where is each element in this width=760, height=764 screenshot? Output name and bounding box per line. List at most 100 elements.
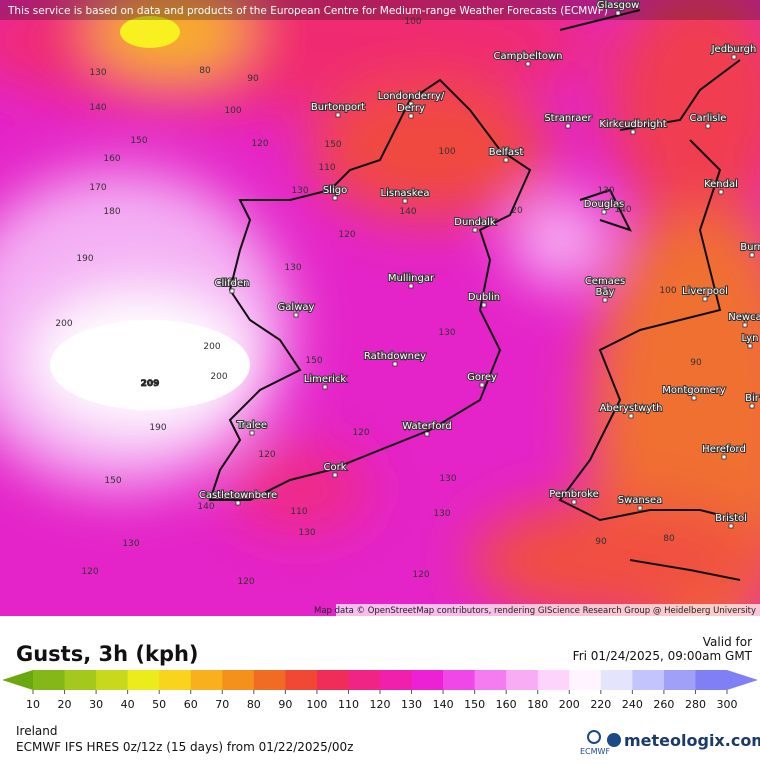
contour-label: 170 — [89, 183, 106, 193]
contour-label: 120 — [81, 567, 98, 577]
valid-label: Valid for — [703, 635, 752, 649]
colorbar-segment — [632, 670, 665, 690]
contour-label: 130 — [284, 263, 301, 273]
place-dot — [481, 302, 487, 308]
contour-label: 160 — [103, 154, 120, 164]
place-dot — [408, 113, 414, 119]
colorbar-label: 180 — [527, 698, 548, 711]
place-label: Cemaes — [585, 276, 625, 287]
place-dot — [749, 403, 755, 409]
colorbar-label: 200 — [559, 698, 580, 711]
colorbar-label: 60 — [184, 698, 198, 711]
place-dot — [615, 10, 621, 16]
place-label: Pembroke — [549, 489, 599, 500]
place-label: Montgomery — [662, 385, 725, 396]
place-label: Tralee — [236, 420, 267, 431]
place-dot — [602, 286, 608, 292]
contour-label: 120 — [258, 450, 275, 460]
colorbar-label: 10 — [26, 698, 40, 711]
brand-icon — [607, 733, 621, 747]
contour-label: 150 — [130, 136, 147, 146]
contour-label: 130 — [122, 539, 139, 549]
place-dot — [332, 472, 338, 478]
contour-label: 90 — [595, 537, 607, 547]
colorbar-arrow — [727, 670, 758, 690]
place-dot — [332, 195, 338, 201]
colorbar-label: 80 — [247, 698, 261, 711]
place-label: Londonderry/ — [378, 91, 445, 102]
place-label: Gorey — [467, 372, 497, 383]
place-label: Glasgow — [597, 0, 640, 11]
place-dot — [525, 61, 531, 67]
place-dot — [424, 431, 430, 437]
place-label: Cork — [323, 462, 346, 473]
contour-label: 209 — [141, 379, 160, 389]
banner: This service is based on data and produc… — [7, 5, 608, 17]
model-run: ECMWF IFS HRES 0z/12z (15 days) from 01/… — [16, 740, 353, 754]
colorbar-segment — [411, 670, 444, 690]
place-dot — [235, 500, 241, 506]
colorbar-label: 160 — [496, 698, 517, 711]
contour-label: 200 — [210, 372, 227, 382]
colorbar-segment — [537, 670, 570, 690]
place-label: Kendal — [704, 179, 738, 190]
place-label: Hereford — [702, 444, 746, 455]
place-dot — [691, 395, 697, 401]
contour-label: 90 — [690, 358, 702, 368]
place-label: Newca — [728, 312, 760, 323]
legend-title: Gusts, 3h (kph) — [16, 642, 199, 666]
place-label: Sligo — [323, 185, 347, 196]
place-dot — [229, 288, 235, 294]
contour-label: 130 — [439, 474, 456, 484]
place-label: Kirkcudbright — [599, 119, 666, 130]
place-label: Burtonport — [311, 102, 365, 113]
place-label: Derry — [397, 103, 425, 114]
ecmwf-logo: ECMWF — [580, 747, 610, 756]
colorbar-segment — [285, 670, 318, 690]
place-label: Dublin — [468, 292, 500, 303]
colorbar-segment — [569, 670, 602, 690]
contour-label: 140 — [197, 502, 214, 512]
place-dot — [702, 296, 708, 302]
colorbar-segment — [380, 670, 413, 690]
contour-label: 130 — [438, 328, 455, 338]
place-dot — [565, 123, 571, 129]
colorbar-segment — [506, 670, 539, 690]
colorbar-label: 120 — [370, 698, 391, 711]
place-label: Bay — [596, 287, 615, 298]
contour-label: 200 — [55, 319, 72, 329]
place-label: Galway — [278, 302, 315, 313]
place-dot — [392, 361, 398, 367]
place-dot — [721, 454, 727, 460]
colorbar-label: 280 — [685, 698, 706, 711]
place-dot — [602, 297, 608, 303]
colorbar-arrow — [2, 670, 33, 690]
colorbar-label: 90 — [278, 698, 292, 711]
contour-label: 190 — [76, 254, 93, 264]
colorbar-segment — [96, 670, 129, 690]
colorbar-label: 140 — [433, 698, 454, 711]
colorbar-label: 130 — [401, 698, 422, 711]
contour-label: 130 — [89, 68, 106, 78]
contour-label: 150 — [324, 140, 341, 150]
place-label: Rathdowney — [364, 351, 426, 362]
attribution-bg — [336, 604, 760, 616]
place-label: Lisnaskea — [381, 188, 430, 199]
place-label: Burn — [740, 242, 760, 253]
place-label: Waterford — [402, 421, 451, 432]
colorbar-label: 110 — [338, 698, 359, 711]
colorbar-segment — [64, 670, 97, 690]
contour-label: 130 — [597, 186, 614, 196]
contour-label: 80 — [199, 66, 211, 76]
place-dot — [705, 123, 711, 129]
place-label: Stranraer — [544, 113, 592, 124]
contour-label: 140 — [614, 205, 631, 215]
place-label: Clifden — [215, 278, 250, 289]
place-dot — [731, 54, 737, 60]
contour-label: 100 — [404, 17, 421, 27]
colorbar-label: 150 — [464, 698, 485, 711]
colorbar-segment — [600, 670, 633, 690]
colorbar-segment — [348, 670, 381, 690]
place-dot — [718, 189, 724, 195]
contour-label: 130 — [298, 528, 315, 538]
